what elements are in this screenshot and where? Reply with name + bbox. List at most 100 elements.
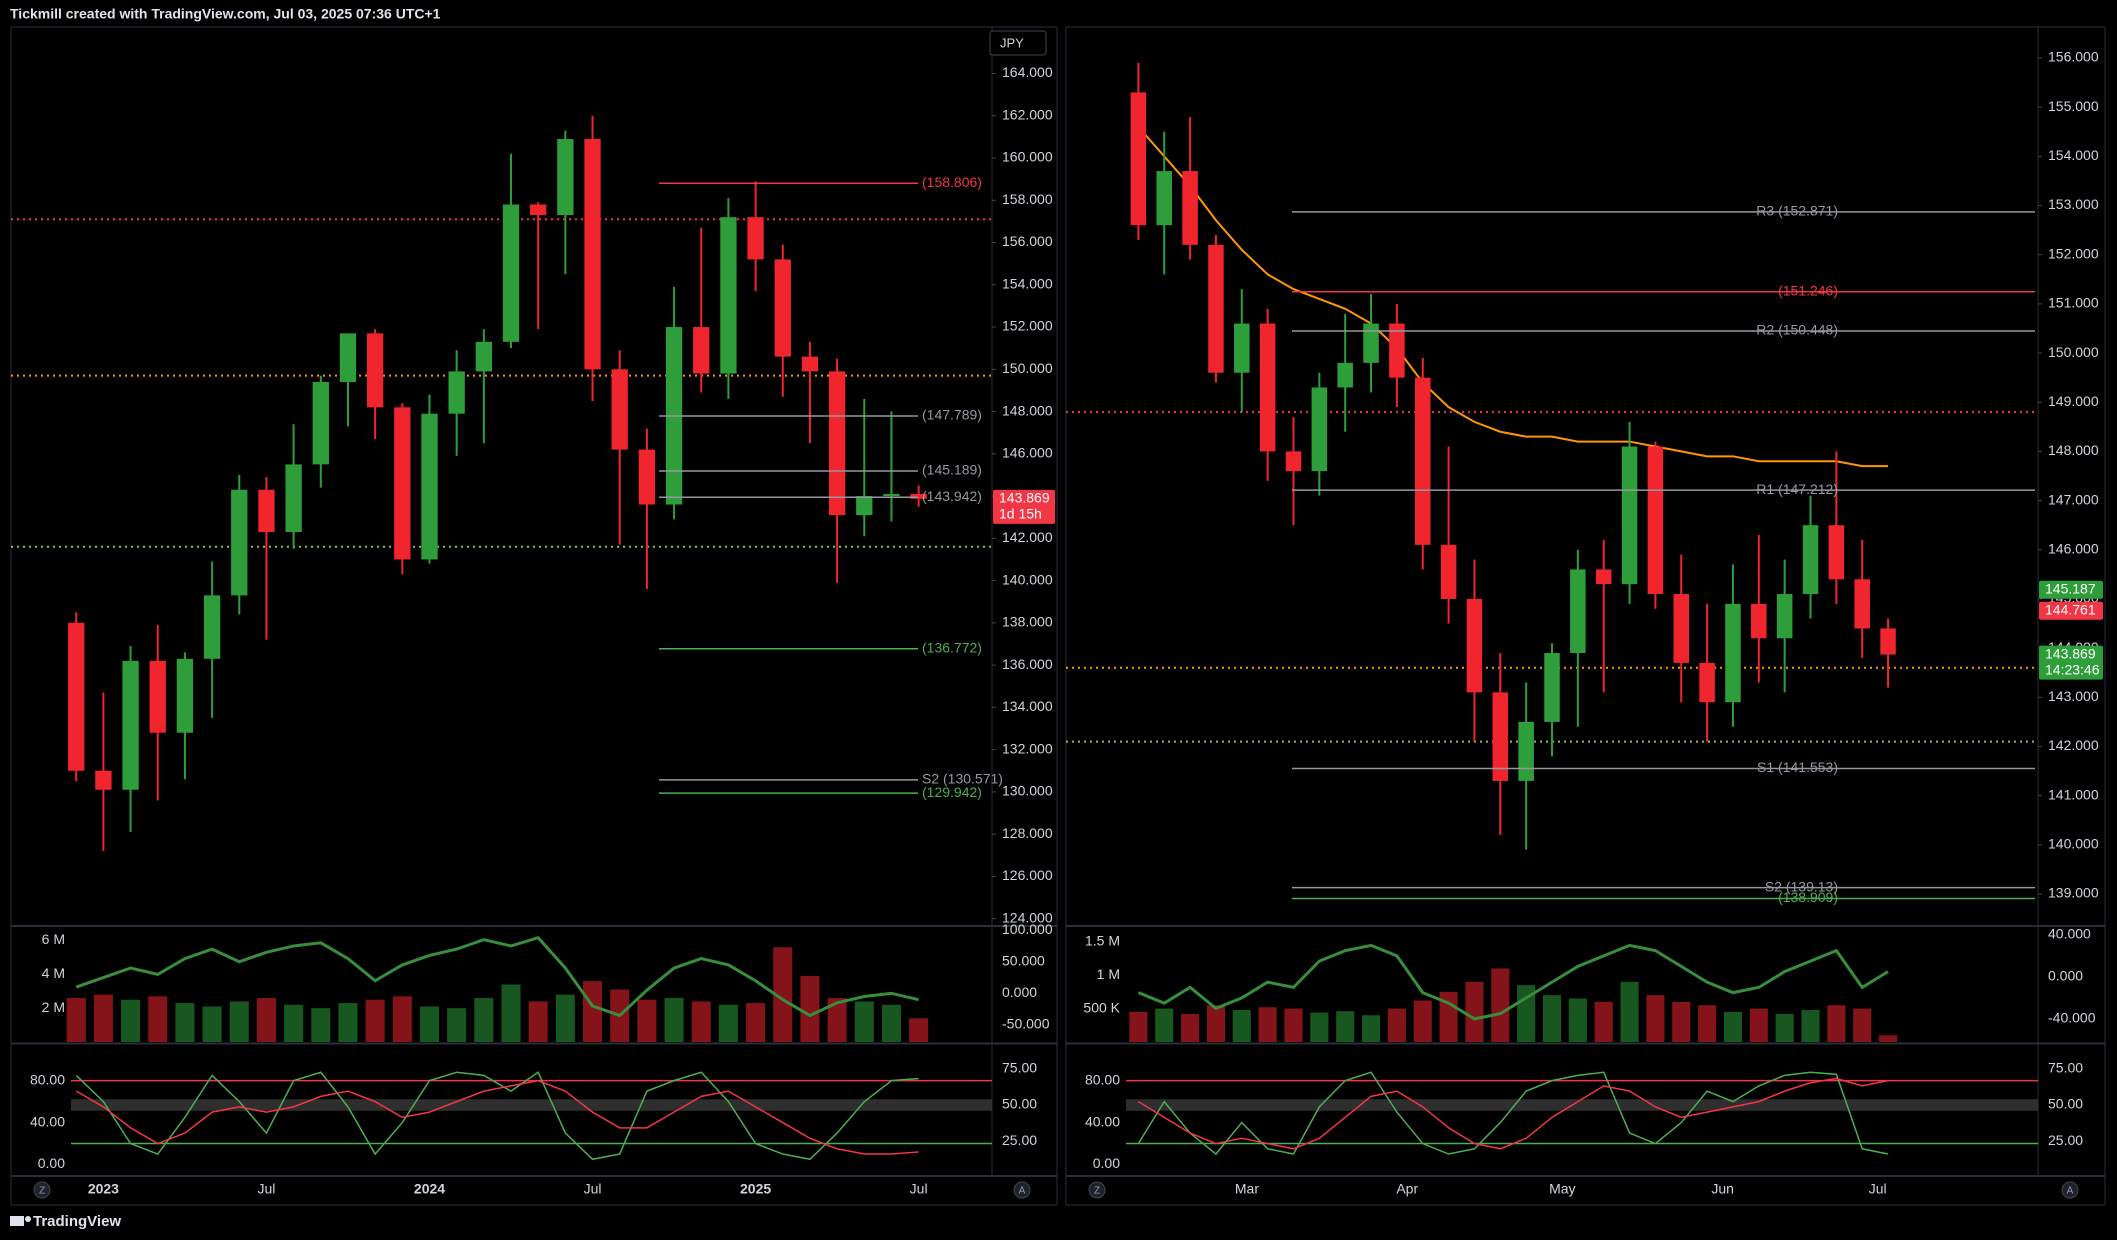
candle-body (1854, 579, 1870, 629)
logo-dot (25, 1216, 31, 1222)
candle-body (1828, 525, 1845, 580)
price-tick-label: 148.000 (1002, 402, 1053, 418)
candle-body (720, 217, 737, 374)
price-tick-label: 140.000 (2048, 836, 2099, 852)
candle-body (448, 371, 465, 414)
volume-bar (202, 1006, 222, 1042)
candle-body (1466, 598, 1483, 693)
candle-body (231, 489, 248, 596)
price-tag (2039, 580, 2103, 599)
time-tick-label: 2024 (414, 1181, 445, 1197)
volume-bar (881, 1004, 901, 1042)
scale-button-label: Z (1094, 1186, 1100, 1197)
time-tick-label: 2023 (88, 1181, 119, 1197)
price-tick-label: 128.000 (1002, 825, 1053, 841)
price-tick-label: 160.000 (1002, 149, 1053, 165)
candle-body (1156, 171, 1172, 226)
candle-body (1880, 628, 1896, 655)
candle-body (1725, 603, 1741, 703)
footer-logo (10, 1216, 31, 1226)
volume-bar (1646, 995, 1665, 1042)
price-tick-label: 148.000 (2048, 442, 2099, 458)
stochastic-band (71, 1099, 992, 1111)
stochastic-tick-label-right: 75.00 (1002, 1059, 1037, 1075)
price-tick-label: 147.000 (2048, 491, 2099, 507)
candle-body (1389, 323, 1405, 378)
time-tick-label: Jul (910, 1181, 928, 1197)
volume-bar (691, 1001, 711, 1042)
pivot-label: (151.246) (1778, 282, 1838, 298)
candle-body (1130, 92, 1147, 226)
scale-button[interactable] (1088, 1181, 1106, 1199)
price-tick-label: 153.000 (2048, 196, 2099, 212)
volume-bar (175, 1003, 195, 1042)
price-tick-label: 146.000 (2048, 540, 2099, 556)
stochastic-tick-label-right: 50.00 (1002, 1096, 1037, 1112)
pivot-label: (143.942) (922, 488, 982, 504)
volume-bar (1336, 1011, 1355, 1042)
time-tick-label: Mar (1235, 1181, 1259, 1197)
candle-body (1337, 362, 1353, 388)
volume-bar (1620, 981, 1639, 1042)
price-tick-label: 152.000 (1002, 318, 1053, 334)
volume-bar (800, 976, 820, 1042)
pivot-label: (145.189) (922, 462, 982, 478)
volume-bar (501, 984, 521, 1042)
time-tick-label: Jun (1711, 1181, 1734, 1197)
candle-body (1673, 594, 1690, 663)
price-tag (993, 489, 1055, 524)
scale-button[interactable] (2061, 1181, 2079, 1199)
volume-bar (827, 998, 847, 1042)
price-tick-label: 155.000 (2048, 98, 2099, 114)
price-tick-label: 146.000 (1002, 445, 1053, 461)
volume-bar (1361, 1015, 1381, 1042)
stochastic-pane (1126, 1071, 2038, 1156)
volume-bar (1568, 998, 1587, 1042)
price-tick-label: 156.000 (2048, 49, 2099, 65)
volume-bar (447, 1008, 467, 1042)
pivot-label: (147.789) (922, 407, 982, 423)
volume-bar (773, 947, 793, 1042)
candle-body (1440, 544, 1457, 599)
candle-body (339, 333, 357, 382)
volume-bar (284, 1004, 304, 1042)
volume-bar (1775, 1013, 1794, 1042)
volume-bar (1723, 1011, 1743, 1042)
pivot-label: S2 (139.13) (1765, 878, 1838, 894)
scale-button[interactable] (33, 1181, 51, 1199)
stochastic-line (1137, 1077, 1889, 1150)
pivot-label: R2 (150.448) (1756, 322, 1838, 338)
price-tick-label: 138.000 (1002, 614, 1053, 630)
price-tag-note: 1d 15h (999, 506, 1042, 522)
stochastic-line (1137, 1071, 1889, 1156)
price-tick-label: 132.000 (1002, 740, 1053, 756)
volume-bar (148, 996, 168, 1042)
pivot-label: S1 (141.553) (1757, 759, 1838, 775)
volume-bar (664, 998, 684, 1042)
volume-bar (121, 999, 141, 1042)
scale-button[interactable] (1013, 1181, 1031, 1199)
time-tick-label: Jul (1869, 1181, 1887, 1197)
logo-mark (10, 1216, 24, 1226)
candle-body (312, 381, 329, 465)
pivot-label: R1 (147.212) (1756, 481, 1838, 497)
candle-body (502, 204, 520, 342)
candle-body (285, 464, 302, 532)
candle-body (1647, 446, 1664, 595)
volume-bar (528, 1001, 548, 1042)
price-tick-label: 142.000 (2048, 737, 2099, 753)
candle-body (693, 327, 710, 374)
oscillator-tick-label: 40.000 (2048, 926, 2091, 942)
oscillator-line (75, 936, 919, 1018)
candle-body (1518, 721, 1534, 781)
volume-bar (1155, 1008, 1174, 1042)
candle-body (421, 413, 438, 560)
oscillator-tick-label: 100.000 (1002, 921, 1053, 937)
candle-body (475, 341, 492, 372)
volume-bar (1542, 995, 1562, 1042)
price-tick-label: 134.000 (1002, 698, 1053, 714)
volume-bar (1258, 1007, 1277, 1042)
volume-bar (1387, 1008, 1406, 1042)
pivot-label: R3 (152.871) (1756, 203, 1838, 219)
oscillator-tick-label: -50.000 (1002, 1016, 1050, 1032)
